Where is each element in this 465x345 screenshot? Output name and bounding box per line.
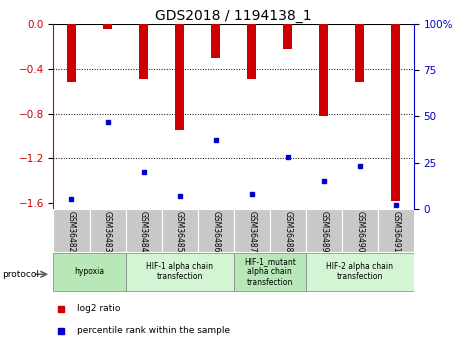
Bar <box>67 24 76 82</box>
Title: GDS2018 / 1194138_1: GDS2018 / 1194138_1 <box>155 9 312 23</box>
Text: GSM36484: GSM36484 <box>139 211 148 253</box>
Bar <box>378 209 414 252</box>
Bar <box>306 253 414 291</box>
Bar <box>162 209 198 252</box>
Text: hypoxia: hypoxia <box>74 267 105 276</box>
Bar <box>234 253 306 291</box>
Text: log2 ratio: log2 ratio <box>77 305 120 314</box>
Bar <box>306 209 342 252</box>
Text: GSM36486: GSM36486 <box>211 211 220 253</box>
Bar <box>53 253 126 291</box>
Bar <box>270 209 306 252</box>
Bar <box>126 209 162 252</box>
Bar <box>234 209 270 252</box>
Text: HIF-2 alpha chain
transfection: HIF-2 alpha chain transfection <box>326 262 393 282</box>
Text: GSM36487: GSM36487 <box>247 211 256 253</box>
Text: GSM36489: GSM36489 <box>319 211 328 253</box>
Bar <box>139 24 148 79</box>
Text: HIF-1_mutant
alpha chain
transfection: HIF-1_mutant alpha chain transfection <box>244 257 296 287</box>
Text: GSM36483: GSM36483 <box>103 211 112 253</box>
Bar <box>211 24 220 58</box>
Bar <box>53 209 89 252</box>
Text: GSM36482: GSM36482 <box>67 211 76 252</box>
Text: GSM36491: GSM36491 <box>392 211 400 253</box>
Bar <box>319 24 328 116</box>
Bar <box>89 209 126 252</box>
Bar <box>355 24 364 82</box>
Bar <box>198 209 233 252</box>
Text: GSM36485: GSM36485 <box>175 211 184 253</box>
Text: GSM36488: GSM36488 <box>283 211 292 252</box>
Text: GSM36490: GSM36490 <box>355 211 364 253</box>
Bar <box>175 24 184 130</box>
Bar <box>283 24 292 49</box>
Text: protocol: protocol <box>2 270 40 279</box>
Text: percentile rank within the sample: percentile rank within the sample <box>77 326 230 335</box>
Bar <box>247 24 256 79</box>
Bar <box>392 24 400 201</box>
Text: HIF-1 alpha chain
transfection: HIF-1 alpha chain transfection <box>146 262 213 282</box>
Bar <box>103 24 112 29</box>
Bar <box>126 253 233 291</box>
Bar <box>342 209 378 252</box>
